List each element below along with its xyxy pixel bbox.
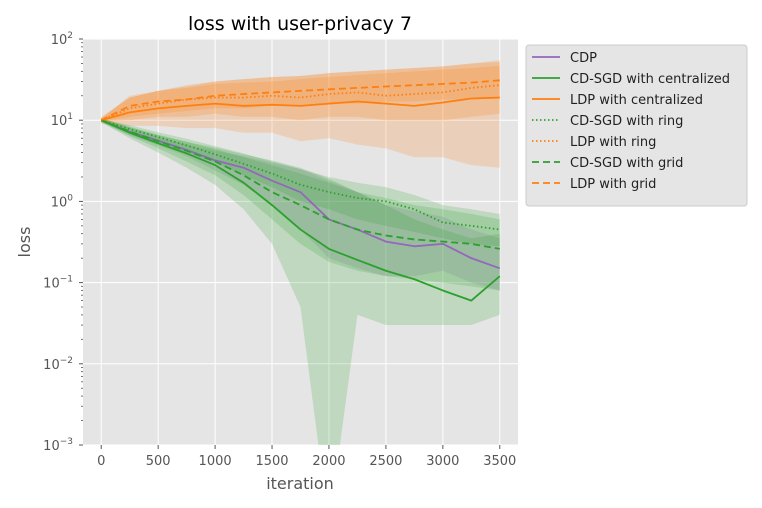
- series-line: [100, 119, 500, 231]
- series-line: [100, 119, 501, 302]
- x-tick-label: 500: [146, 454, 171, 469]
- y-tick-exponent: −1: [60, 275, 73, 285]
- x-tick-label: 3000: [426, 454, 459, 469]
- x-tick-label: 1500: [255, 454, 288, 469]
- legend-label: CD-SGD with ring: [570, 114, 683, 129]
- series-line: [100, 96, 500, 122]
- y-tick-exponent: −2: [60, 356, 73, 366]
- chart-title: loss with user-privacy 7: [188, 13, 412, 35]
- legend-box: [525, 44, 748, 207]
- y-tick-exponent: 0: [67, 193, 73, 203]
- x-tick-label: 0: [97, 454, 105, 469]
- series-line: [100, 79, 500, 122]
- series-line: [100, 84, 500, 122]
- y-tick-label: 10−2: [43, 356, 73, 373]
- x-tick-label: 2000: [312, 454, 345, 469]
- y-tick-exponent: 2: [67, 31, 73, 41]
- series-band: [101, 118, 500, 291]
- legend-label: CD-SGD with centralized: [570, 72, 730, 87]
- legend: CDP CD-SGD with centralized LDP with centr…: [525, 44, 748, 207]
- series-line: [100, 119, 500, 250]
- series-band: [101, 118, 500, 291]
- y-tick-exponent: 1: [67, 112, 73, 122]
- y-tick-label: 102: [51, 31, 73, 48]
- y-tick-label: 10−3: [43, 437, 73, 454]
- x-tick-label: 3500: [483, 454, 516, 469]
- y-tick-base: 10: [51, 33, 68, 48]
- series-lines: [100, 79, 501, 302]
- series-band: [101, 65, 500, 123]
- legend-label: LDP with ring: [570, 135, 656, 150]
- y-tick-base: 10: [51, 195, 68, 210]
- legend-label: CD-SGD with grid: [570, 156, 683, 171]
- y-tick-exponent: −3: [60, 437, 73, 447]
- legend-label: LDP with grid: [570, 177, 656, 192]
- y-tick-label: 100: [51, 193, 74, 210]
- y-tick-base: 10: [43, 439, 60, 454]
- grid-lines: [83, 38, 518, 446]
- x-axis-ticks: 0 500 1000 1500 2000 2500 3000 3500: [97, 445, 516, 469]
- x-axis-label: iteration: [266, 474, 334, 493]
- y-tick-label: 101: [51, 112, 73, 129]
- x-tick-label: 2500: [369, 454, 402, 469]
- x-tick-label: 1000: [199, 454, 232, 469]
- y-tick-base: 10: [43, 277, 60, 292]
- y-tick-base: 10: [43, 358, 60, 373]
- series-band: [101, 118, 500, 445]
- y-tick-base: 10: [51, 114, 68, 129]
- legend-label: CDP: [570, 51, 597, 66]
- y-axis-label: loss: [15, 227, 34, 258]
- series-band: [101, 62, 500, 168]
- legend-label: LDP with centralized: [570, 93, 703, 108]
- y-tick-label: 10−1: [43, 275, 73, 292]
